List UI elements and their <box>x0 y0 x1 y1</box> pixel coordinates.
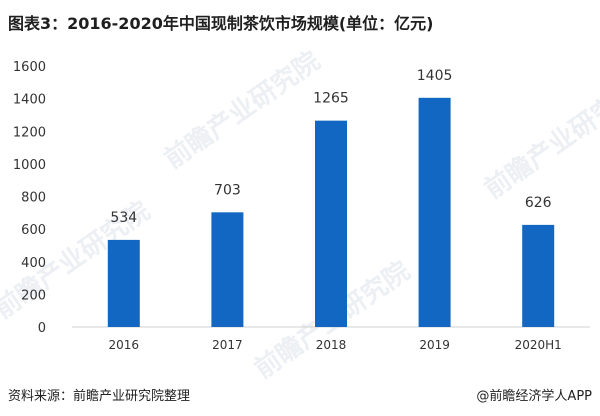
bar <box>418 97 451 327</box>
y-tick-label: 800 <box>21 191 46 206</box>
bar <box>211 212 244 327</box>
data-label: 626 <box>525 195 552 211</box>
y-tick-label: 0 <box>38 321 46 336</box>
y-tick-label: 1600 <box>13 60 46 75</box>
y-tick-label: 600 <box>21 223 46 238</box>
x-tick-label: 2018 <box>316 338 347 352</box>
x-tick-label: 2020H1 <box>515 338 562 352</box>
y-tick-label: 1200 <box>13 125 46 140</box>
credit-note: @前瞻经济学人APP <box>476 389 592 404</box>
x-tick-label: 2019 <box>419 338 450 352</box>
x-tick-label: 2016 <box>109 338 140 352</box>
bar-chart: 0 200 400 600 800 1000 1200 1400 1600 534 2016 703 2… <box>13 60 590 352</box>
chart-title: 图表3：2016-2020年中国现制茶饮市场规模(单位：亿元) <box>8 14 434 33</box>
y-tick-label: 200 <box>21 288 46 303</box>
y-tick-label: 1400 <box>13 93 46 108</box>
data-label: 703 <box>214 182 241 198</box>
y-tick-label: 400 <box>21 256 46 271</box>
source-note: 资料来源：前瞻产业研究院整理 <box>8 389 191 404</box>
data-label: 1405 <box>417 68 453 84</box>
data-label: 1265 <box>313 91 349 107</box>
data-label: 534 <box>110 210 137 226</box>
y-tick-label: 1000 <box>13 158 46 173</box>
bar <box>522 224 555 327</box>
bar <box>107 239 140 327</box>
bar <box>315 120 347 327</box>
x-tick-label: 2017 <box>212 338 243 352</box>
